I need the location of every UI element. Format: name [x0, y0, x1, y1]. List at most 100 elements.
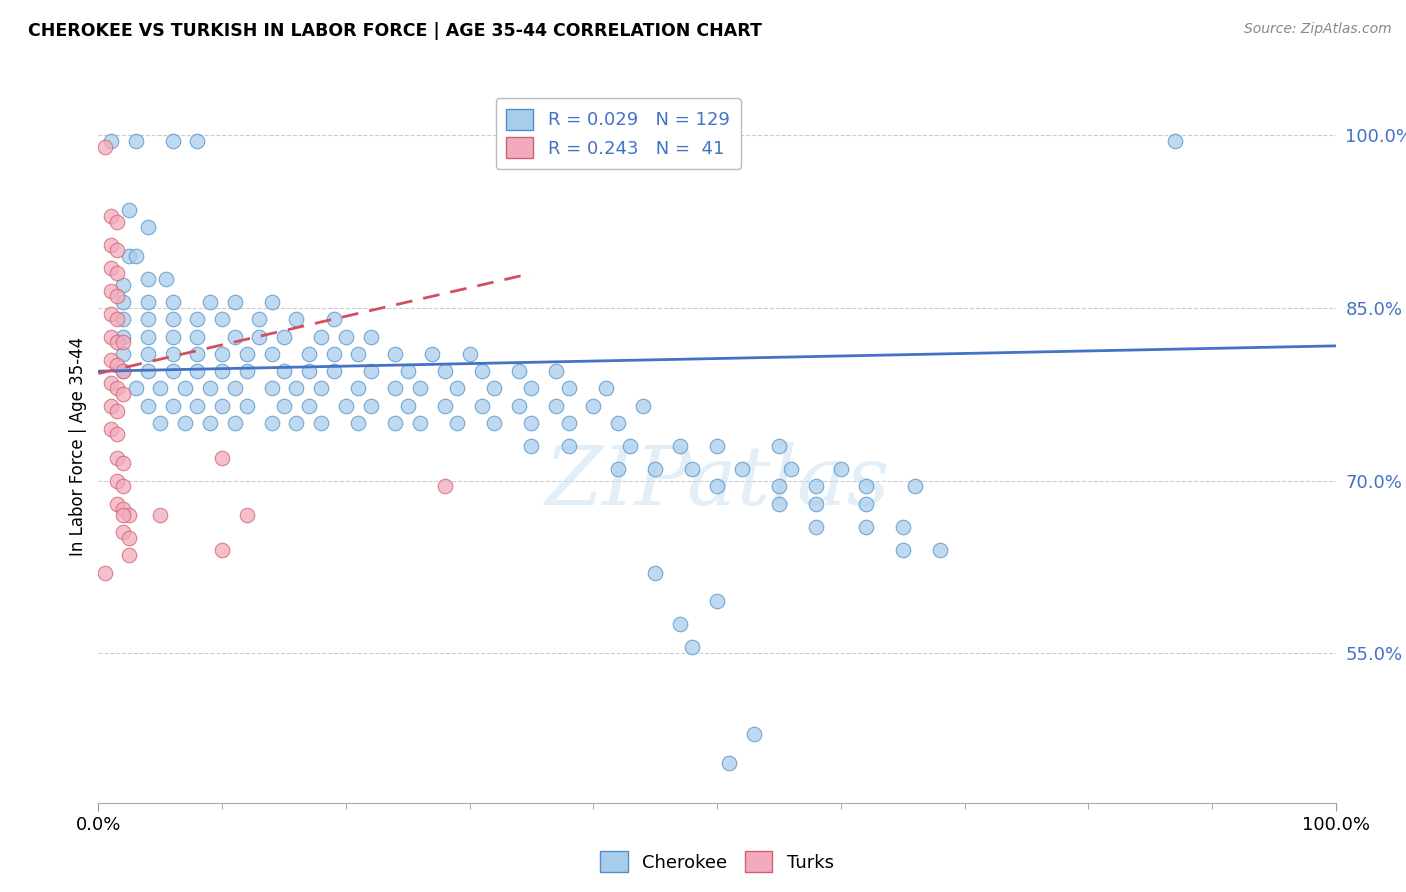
Point — [112, 329, 135, 343]
Point — [433, 364, 456, 378]
Point — [322, 364, 344, 378]
Point — [396, 399, 419, 413]
Point — [557, 381, 579, 395]
Point — [360, 329, 382, 343]
Point — [162, 347, 184, 361]
Point — [433, 399, 456, 413]
Point — [508, 399, 530, 413]
Point — [607, 462, 630, 476]
Point — [309, 381, 332, 395]
Point — [830, 462, 852, 476]
Point — [162, 134, 184, 148]
Point — [105, 450, 128, 465]
Point — [105, 335, 128, 350]
Point — [118, 531, 141, 545]
Point — [669, 439, 692, 453]
Point — [546, 399, 568, 413]
Point — [105, 289, 128, 303]
Text: CHEROKEE VS TURKISH IN LABOR FORCE | AGE 35-44 CORRELATION CHART: CHEROKEE VS TURKISH IN LABOR FORCE | AGE… — [28, 22, 762, 40]
Point — [112, 502, 135, 516]
Point — [186, 312, 208, 326]
Point — [105, 381, 128, 395]
Legend: Cherokee, Turks: Cherokee, Turks — [593, 844, 841, 880]
Text: ZIPatlas: ZIPatlas — [544, 442, 890, 522]
Point — [557, 439, 579, 453]
Point — [273, 399, 295, 413]
Point — [409, 381, 432, 395]
Point — [100, 209, 122, 223]
Point — [186, 347, 208, 361]
Point — [273, 364, 295, 378]
Point — [105, 497, 128, 511]
Point — [162, 295, 184, 310]
Point — [298, 399, 321, 413]
Point — [804, 497, 827, 511]
Point — [112, 364, 135, 378]
Point — [260, 381, 283, 395]
Point — [105, 244, 128, 258]
Point — [136, 364, 159, 378]
Point — [136, 220, 159, 235]
Point — [928, 542, 950, 557]
Point — [298, 347, 321, 361]
Point — [93, 566, 115, 580]
Point — [136, 347, 159, 361]
Point — [174, 416, 197, 430]
Point — [162, 364, 184, 378]
Point — [768, 439, 790, 453]
Point — [162, 329, 184, 343]
Point — [105, 474, 128, 488]
Point — [260, 295, 283, 310]
Point — [706, 479, 728, 493]
Point — [100, 134, 122, 148]
Point — [607, 416, 630, 430]
Point — [224, 295, 246, 310]
Point — [100, 260, 122, 275]
Point — [136, 312, 159, 326]
Point — [322, 312, 344, 326]
Point — [855, 479, 877, 493]
Point — [211, 399, 233, 413]
Point — [335, 399, 357, 413]
Point — [260, 416, 283, 430]
Point — [124, 249, 146, 263]
Point — [508, 364, 530, 378]
Point — [136, 272, 159, 286]
Point — [224, 329, 246, 343]
Point — [582, 399, 605, 413]
Point — [186, 399, 208, 413]
Point — [100, 307, 122, 321]
Point — [136, 295, 159, 310]
Point — [105, 312, 128, 326]
Point — [484, 381, 506, 395]
Point — [360, 364, 382, 378]
Point — [557, 416, 579, 430]
Point — [768, 479, 790, 493]
Point — [112, 347, 135, 361]
Point — [236, 508, 259, 522]
Text: Source: ZipAtlas.com: Source: ZipAtlas.com — [1244, 22, 1392, 37]
Point — [520, 416, 543, 430]
Y-axis label: In Labor Force | Age 35-44: In Labor Force | Age 35-44 — [69, 336, 87, 556]
Point — [458, 347, 481, 361]
Point — [186, 329, 208, 343]
Point — [124, 134, 146, 148]
Point — [768, 497, 790, 511]
Point — [471, 364, 494, 378]
Point — [347, 381, 370, 395]
Point — [100, 422, 122, 436]
Point — [595, 381, 617, 395]
Point — [681, 462, 703, 476]
Point — [224, 381, 246, 395]
Point — [105, 214, 128, 228]
Point — [273, 329, 295, 343]
Point — [162, 399, 184, 413]
Point — [162, 312, 184, 326]
Point — [211, 364, 233, 378]
Point — [422, 347, 444, 361]
Point — [644, 462, 666, 476]
Point — [285, 312, 308, 326]
Point — [149, 416, 172, 430]
Point — [118, 549, 141, 563]
Point — [891, 519, 914, 533]
